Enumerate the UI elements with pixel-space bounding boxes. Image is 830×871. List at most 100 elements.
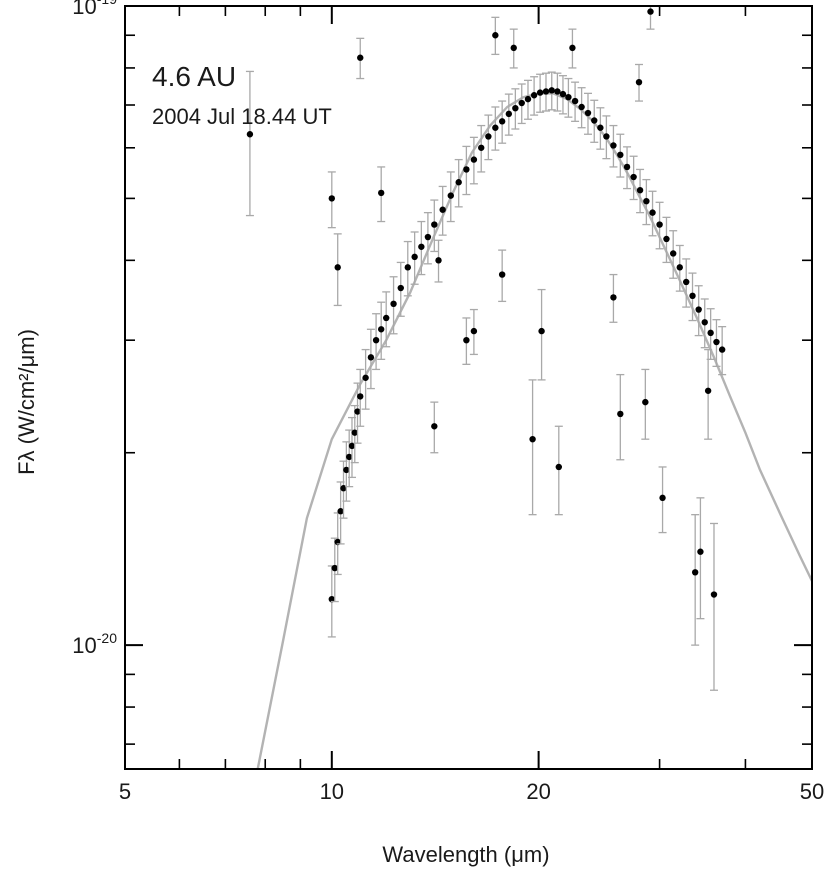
data-point — [718, 346, 726, 353]
data-point — [328, 595, 336, 603]
data-point — [512, 104, 519, 112]
model-curve-layer — [256, 92, 812, 769]
outlier-point — [328, 195, 336, 202]
data-point — [357, 393, 364, 400]
data-point — [689, 292, 696, 300]
data-point — [610, 142, 617, 149]
data-point — [713, 338, 720, 346]
y-tick-exponent: -19 — [97, 0, 117, 7]
data-point — [542, 88, 550, 95]
outlier-point — [529, 435, 536, 443]
model-curve — [256, 92, 812, 769]
data-point — [554, 88, 561, 95]
data-point — [485, 133, 492, 140]
data-point — [676, 264, 683, 271]
data-point — [431, 221, 438, 228]
data-point — [630, 173, 637, 181]
x-axis-title: Wavelength (μm) — [382, 842, 549, 867]
x-tick-label: 50 — [800, 779, 824, 804]
outlier-point — [635, 78, 643, 86]
y-tick-label: 10-19 — [72, 0, 117, 19]
outlier-point — [569, 44, 576, 52]
x-tick-label: 5 — [119, 779, 131, 804]
data-points-layer — [245, 6, 727, 691]
data-point — [424, 233, 432, 241]
data-point — [548, 87, 555, 94]
outlier-point — [334, 264, 341, 271]
data-point — [559, 90, 567, 98]
annotation-distance: 4.6 AU — [152, 61, 236, 92]
data-point — [623, 163, 631, 171]
data-point — [383, 314, 390, 322]
data-point — [683, 278, 690, 286]
data-point — [362, 374, 369, 381]
plot-frame — [124, 5, 813, 770]
data-point — [524, 95, 532, 103]
outlier-point — [357, 54, 364, 61]
data-point — [340, 485, 347, 492]
data-point — [343, 466, 350, 474]
outlier-point — [642, 398, 649, 406]
data-point — [478, 144, 485, 151]
outlier-point — [704, 387, 712, 394]
data-point — [390, 300, 397, 308]
data-point — [617, 151, 624, 159]
data-point — [331, 564, 338, 572]
outlier-point — [610, 294, 617, 301]
data-point — [649, 209, 656, 216]
outlier-point — [435, 257, 442, 264]
data-point — [498, 118, 506, 125]
outlier-point — [463, 336, 470, 344]
data-point — [345, 453, 353, 461]
data-point — [348, 442, 356, 450]
data-point — [603, 133, 610, 140]
data-point — [354, 408, 361, 415]
data-point — [707, 329, 714, 337]
data-point — [636, 186, 644, 194]
data-point — [518, 99, 525, 107]
x-tick-label: 20 — [526, 779, 550, 804]
outlier-point — [492, 32, 499, 39]
data-point — [418, 243, 425, 250]
data-point — [571, 97, 579, 105]
data-point — [578, 103, 585, 111]
data-point — [397, 284, 404, 292]
data-point — [591, 117, 598, 124]
outlier-point — [246, 131, 254, 138]
data-point — [372, 336, 380, 344]
y-axis-title: Fλ (W/cm²/μm) — [14, 329, 39, 475]
outlier-point — [510, 44, 517, 52]
outlier-point — [710, 591, 718, 598]
outlier-point — [431, 423, 438, 430]
outlier-point — [377, 189, 385, 197]
data-point — [505, 110, 513, 118]
outlier-point — [470, 327, 478, 335]
data-point — [669, 250, 677, 257]
data-point — [439, 206, 446, 213]
data-point — [404, 264, 411, 271]
data-point — [470, 156, 478, 163]
outlier-point — [538, 327, 545, 335]
data-point — [411, 253, 418, 261]
data-point — [367, 354, 375, 361]
y-tick-label: 10-20 — [72, 630, 117, 658]
data-point — [656, 221, 663, 228]
data-point — [701, 319, 708, 326]
outlier-point — [697, 548, 704, 555]
data-point — [463, 166, 470, 173]
y-tick-base: 10 — [72, 633, 96, 658]
outlier-point — [617, 410, 624, 418]
data-point — [597, 124, 604, 131]
data-point — [351, 429, 358, 436]
annotation-date: 2004 Jul 18.44 UT — [152, 104, 332, 129]
data-point — [337, 508, 344, 515]
data-point — [565, 93, 572, 101]
x-tick-label: 10 — [320, 779, 344, 804]
outlier-point — [659, 494, 666, 502]
data-point — [377, 326, 385, 333]
outlier-point — [498, 271, 506, 278]
y-tick-exponent: -20 — [97, 630, 117, 646]
outlier-point — [691, 569, 699, 576]
